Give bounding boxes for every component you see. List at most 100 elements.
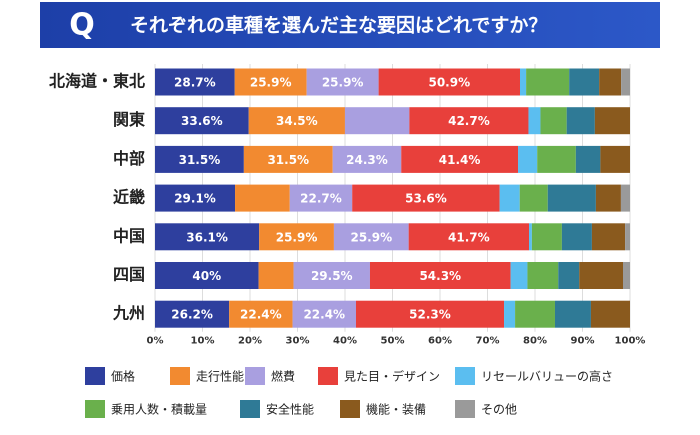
data-label: 40% <box>192 269 221 283</box>
data-label: 34.5% <box>276 114 318 128</box>
bar-segment <box>591 223 626 251</box>
bar-segment <box>526 68 570 96</box>
x-tick-label: 0% <box>147 336 164 347</box>
bar-segment <box>155 300 230 328</box>
bar-segment <box>258 262 294 289</box>
bar-segment <box>352 184 500 212</box>
x-tick-label: 10% <box>191 336 215 347</box>
bar-segment <box>155 223 260 251</box>
bar-segment <box>504 300 516 328</box>
bar-segment <box>155 145 244 173</box>
data-label: 25.9% <box>276 230 318 244</box>
title-badge: Q <box>69 8 95 43</box>
bar-segment <box>528 107 541 135</box>
bar-segment <box>527 262 559 289</box>
data-label: 25.9% <box>322 76 364 90</box>
bar-segment <box>155 68 235 96</box>
data-label: 36.1% <box>186 230 228 244</box>
data-label: 28.7% <box>174 76 216 90</box>
legend-swatch <box>85 367 105 385</box>
x-tick-label: 90% <box>571 336 595 347</box>
legend-swatch <box>170 367 190 385</box>
bar-segment <box>561 223 592 251</box>
category-label: 近畿 <box>113 188 145 207</box>
bar-segment <box>155 262 259 289</box>
bar-segment <box>332 145 402 173</box>
legend-swatch <box>85 400 105 418</box>
legend-swatch <box>245 367 265 385</box>
bar-segment <box>575 145 601 173</box>
data-label: 41.4% <box>439 153 481 167</box>
data-label: 29.5% <box>311 269 353 283</box>
bar-segment <box>595 184 621 212</box>
bar-segment <box>590 300 630 328</box>
bar-segment <box>540 107 567 135</box>
bar-segment <box>306 68 379 96</box>
bar-segment <box>625 223 630 251</box>
bar-segment <box>599 68 622 96</box>
bar-segment <box>579 262 624 289</box>
legend-label: その他 <box>481 403 517 417</box>
x-tick-label: 20% <box>238 336 262 347</box>
legend-label: 安全性能 <box>266 402 314 417</box>
legend-swatch <box>340 400 360 418</box>
bar-segment <box>235 184 290 212</box>
data-label: 25.9% <box>350 230 392 244</box>
bar-segment <box>243 145 333 173</box>
category-label: 四国 <box>113 265 145 284</box>
bar-segment <box>621 68 630 96</box>
bar-segment <box>620 184 630 212</box>
chart-title: それぞれの車種を選んだ主な要因はどれですか？ <box>130 14 547 37</box>
data-label: 24.3% <box>346 153 388 167</box>
legend-swatch <box>455 367 475 385</box>
legend-label: 見た目・デザイン <box>344 369 440 384</box>
bar-segment <box>155 107 249 135</box>
data-label: 25.9% <box>250 76 292 90</box>
legend-label: 機能・装備 <box>366 402 426 417</box>
data-label: 52.3% <box>409 308 451 322</box>
data-label: 42.7% <box>448 114 490 128</box>
bar-segment <box>409 107 529 135</box>
category-label: 北海道・東北 <box>49 72 145 91</box>
bar-segment <box>289 184 353 212</box>
bar-segment <box>566 107 595 135</box>
bar-segment <box>234 68 307 96</box>
data-label: 31.5% <box>267 153 309 167</box>
bar-segment <box>292 300 356 328</box>
legend-swatch <box>455 400 475 418</box>
bar-segment <box>510 262 528 289</box>
bar-segment <box>623 262 630 289</box>
x-tick-label: 50% <box>381 336 405 347</box>
bar-segment <box>528 223 532 251</box>
bar-segment <box>531 223 562 251</box>
bar-segment <box>594 107 630 135</box>
bar-segment <box>515 300 555 328</box>
bar-segment <box>554 300 591 328</box>
legend-label: リセールバリューの高さ <box>481 369 613 384</box>
category-label: 中国 <box>113 226 145 245</box>
legend-swatch <box>240 400 260 418</box>
bar-segment <box>333 223 409 251</box>
bar-segment <box>401 145 519 173</box>
data-label: 41.7% <box>448 230 490 244</box>
legend-label: 走行性能 <box>196 370 244 384</box>
data-label: 31.5% <box>179 153 221 167</box>
legend-label: 燃費 <box>271 369 295 384</box>
bar-segment <box>547 184 596 212</box>
bar-segment <box>569 68 600 96</box>
bar-segment <box>518 145 538 173</box>
data-label: 22.4% <box>240 308 282 322</box>
bar-segment <box>499 184 520 212</box>
category-label: 中部 <box>113 149 145 168</box>
title-bar <box>40 2 660 48</box>
bar-segment <box>369 262 511 289</box>
category-label: 九州 <box>112 304 145 323</box>
legend-swatch <box>318 367 338 385</box>
bar-segment <box>259 223 334 251</box>
x-tick-label: 30% <box>286 336 310 347</box>
bar-segment <box>520 68 527 96</box>
bar-segment <box>519 184 548 212</box>
data-label: 22.4% <box>303 308 345 322</box>
bar-segment <box>537 145 576 173</box>
